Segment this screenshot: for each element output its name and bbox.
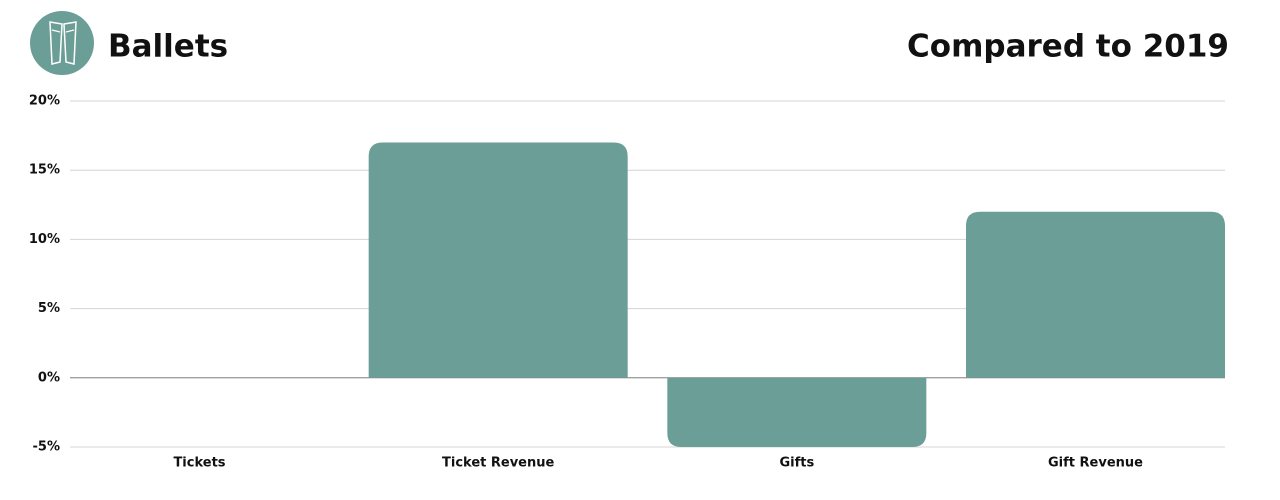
y-tick-label: 10% [29,232,60,247]
bar [667,377,927,447]
bar [966,211,1225,378]
y-tick-label: 15% [29,163,60,178]
x-tick-label: Tickets [173,456,225,471]
y-tick-label: 5% [38,301,60,316]
y-tick-label: -5% [33,440,60,455]
bar [368,142,628,378]
x-tick-label: Ticket Revenue [442,456,555,471]
logo-icon [30,11,94,75]
y-tick-label: 0% [38,370,60,385]
chart-subtitle: Compared to 2019 [907,29,1229,65]
x-tick-label: Gift Revenue [1048,456,1143,471]
x-tick-label: Gifts [779,456,814,471]
y-tick-label: 20% [29,94,60,109]
chart-title: Ballets [108,29,228,65]
